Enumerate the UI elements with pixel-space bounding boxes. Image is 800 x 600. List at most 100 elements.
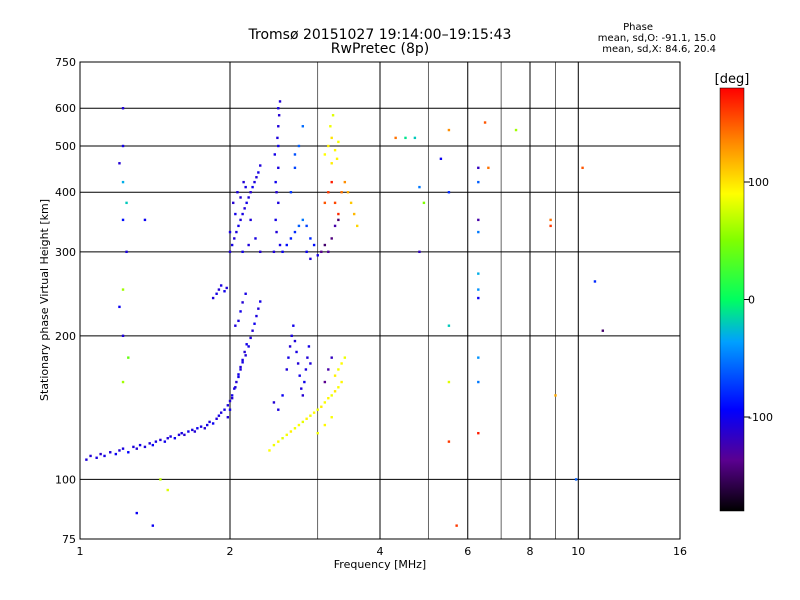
data-point <box>277 125 280 128</box>
data-point <box>230 396 234 400</box>
data-point <box>249 336 252 340</box>
data-point <box>301 394 305 397</box>
data-point <box>239 365 242 369</box>
data-point <box>277 114 281 117</box>
data-point <box>330 416 333 419</box>
x-tick-label: 1 <box>77 545 84 558</box>
data-point <box>211 422 215 425</box>
data-point <box>327 250 330 254</box>
data-point <box>245 201 248 205</box>
data-point <box>337 368 340 371</box>
data-point <box>593 280 597 283</box>
data-point <box>327 144 330 148</box>
data-point <box>304 368 308 371</box>
data-point <box>272 443 276 447</box>
data-point <box>121 447 125 450</box>
data-point <box>125 250 128 254</box>
data-point <box>285 368 288 371</box>
data-point <box>242 180 245 184</box>
data-point <box>297 224 301 228</box>
data-point <box>234 324 237 327</box>
x-tick-label: 10 <box>571 545 585 558</box>
colorbar-unit-label: [deg] <box>715 72 750 87</box>
data-point <box>305 224 308 228</box>
data-point <box>253 322 256 325</box>
data-point <box>226 404 230 407</box>
data-point <box>135 447 138 450</box>
data-point <box>241 361 244 364</box>
x-tick-label: 2 <box>227 545 234 558</box>
data-point <box>447 380 451 384</box>
data-point <box>234 212 237 216</box>
data-point <box>301 218 305 222</box>
data-point <box>330 136 333 140</box>
data-point <box>323 153 327 156</box>
data-point <box>239 310 242 313</box>
data-point <box>330 356 333 359</box>
data-point <box>255 176 258 179</box>
data-point <box>228 408 232 411</box>
data-point <box>257 171 260 174</box>
data-point <box>274 218 277 222</box>
data-point <box>477 356 480 359</box>
data-point <box>127 451 130 454</box>
data-point <box>581 166 584 170</box>
data-point <box>244 292 247 295</box>
data-point <box>166 437 169 440</box>
data-point <box>275 230 278 234</box>
data-point <box>203 427 206 430</box>
data-point <box>226 416 230 419</box>
data-point <box>159 438 162 442</box>
data-point <box>549 218 552 222</box>
data-point <box>177 433 181 437</box>
data-point <box>183 433 186 437</box>
data-point <box>601 329 605 332</box>
colorbar <box>719 87 745 512</box>
data-point <box>289 191 293 194</box>
data-point <box>230 243 234 247</box>
data-point <box>305 417 308 420</box>
data-point <box>312 243 316 247</box>
data-point <box>277 166 280 170</box>
data-point <box>257 307 260 310</box>
data-point <box>316 254 319 257</box>
data-point <box>121 218 125 222</box>
data-point <box>199 425 203 428</box>
chart-title: Tromsø 20151027 19:14:00–19:15:43 <box>248 27 512 43</box>
data-point <box>277 440 280 443</box>
data-point <box>293 339 297 343</box>
data-point <box>241 250 244 254</box>
data-point <box>343 180 347 184</box>
data-point <box>121 107 125 110</box>
data-point <box>277 144 280 148</box>
data-point <box>447 128 451 132</box>
data-point <box>143 218 147 222</box>
data-point <box>196 427 199 430</box>
data-point <box>292 324 295 327</box>
data-points <box>85 100 605 527</box>
data-point <box>251 185 254 189</box>
data-point <box>151 443 155 447</box>
data-point <box>340 191 343 194</box>
data-point <box>307 345 311 348</box>
data-point <box>143 445 147 449</box>
data-point <box>447 191 451 194</box>
data-point <box>219 284 223 287</box>
data-point <box>215 417 218 420</box>
data-point <box>236 191 239 194</box>
data-point <box>272 250 276 254</box>
data-point <box>349 201 353 205</box>
x-tick-label: 16 <box>673 545 687 558</box>
y-tick-label: 100 <box>55 473 76 486</box>
data-point <box>247 196 250 199</box>
data-point <box>418 250 421 254</box>
data-point <box>333 390 337 393</box>
data-point <box>330 162 333 165</box>
data-point <box>278 243 282 247</box>
data-point <box>477 180 480 184</box>
data-point <box>300 387 303 390</box>
data-point <box>114 452 118 456</box>
data-point <box>327 396 330 400</box>
data-point <box>285 433 288 437</box>
data-point <box>320 405 323 408</box>
